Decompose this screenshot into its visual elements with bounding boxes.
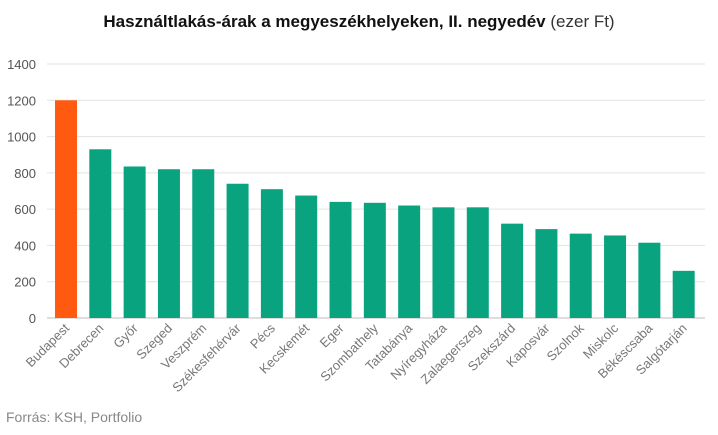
y-tick-label: 200 <box>14 275 36 290</box>
grid-layer: 0 200 400 600 800 1000 1200 1400 <box>7 57 705 326</box>
category-label: Pécs <box>247 320 278 351</box>
bar <box>569 233 592 318</box>
category-label: Szolnok <box>544 320 588 364</box>
chart-title-main: Használtlakás-árak a megyeszékhelyeken, … <box>103 12 546 31</box>
bar <box>672 270 695 318</box>
category-label: Győr <box>110 320 141 351</box>
bar <box>260 189 283 318</box>
bar <box>363 202 386 318</box>
bar <box>604 235 627 318</box>
y-tick-label: 0 <box>29 311 36 326</box>
source-note: Forrás: KSH, Portfolio <box>6 409 143 425</box>
bar <box>535 229 558 318</box>
y-tick-label: 1000 <box>7 130 36 145</box>
bar <box>432 207 455 318</box>
bar <box>226 183 249 318</box>
chart-title-unit: (ezer Ft) <box>550 12 615 31</box>
y-tick-label: 600 <box>14 202 36 217</box>
bar <box>466 207 489 318</box>
bar <box>638 242 661 318</box>
chart-title: Használtlakás-árak a megyeszékhelyeken, … <box>0 12 718 32</box>
bar <box>55 100 77 319</box>
bar <box>295 195 318 318</box>
bar <box>157 169 180 318</box>
bar <box>123 166 146 318</box>
y-tick-label: 400 <box>14 238 36 253</box>
bar <box>329 201 352 318</box>
bar <box>192 169 215 318</box>
bar <box>89 149 112 318</box>
y-tick-label: 800 <box>14 166 36 181</box>
y-tick-label: 1400 <box>7 57 36 72</box>
bar-layer <box>55 100 695 319</box>
bar <box>501 223 524 318</box>
category-label: Eger <box>317 320 347 350</box>
bar <box>398 205 421 318</box>
y-tick-label: 1200 <box>7 93 36 108</box>
